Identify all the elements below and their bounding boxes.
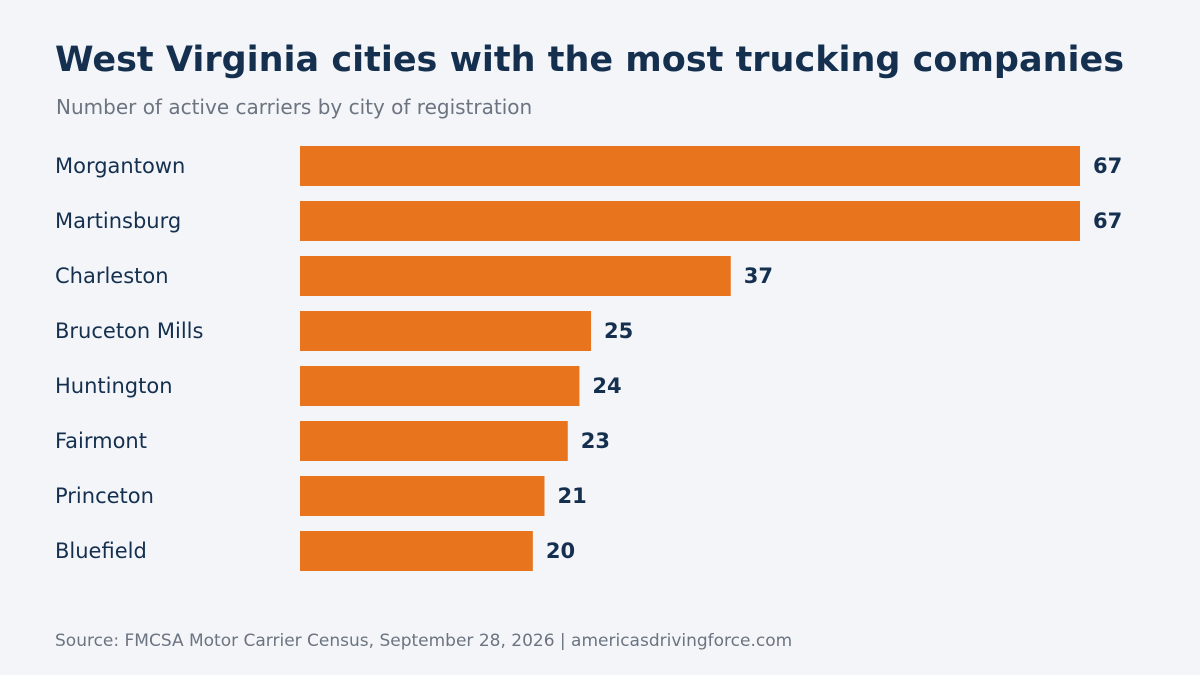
- value-label: 23: [581, 429, 610, 453]
- chart-subtitle: Number of active carriers by city of reg…: [56, 95, 533, 119]
- bar: [300, 146, 1080, 186]
- bar: [300, 531, 533, 571]
- bar: [300, 201, 1080, 241]
- category-label: Martinsburg: [55, 209, 181, 233]
- category-label: Princeton: [55, 484, 154, 508]
- value-label: 21: [557, 484, 586, 508]
- bar: [300, 311, 592, 351]
- value-label: 24: [592, 374, 621, 398]
- category-label: Bruceton Mills: [55, 319, 203, 343]
- source-note: Source: FMCSA Motor Carrier Census, Sept…: [55, 631, 793, 651]
- bar: [300, 256, 731, 296]
- bar: [300, 421, 568, 461]
- category-label: Huntington: [55, 374, 173, 398]
- value-label: 37: [744, 264, 773, 288]
- bar: [300, 476, 545, 516]
- value-label: 67: [1093, 209, 1122, 233]
- value-label: 20: [546, 539, 575, 563]
- value-label: 25: [604, 319, 633, 343]
- bar-chart: Morgantown 67 Martinsburg 67 Charleston 37 Bru…: [55, 146, 1122, 571]
- value-label: 67: [1093, 154, 1122, 178]
- category-label: Morgantown: [55, 154, 185, 178]
- bar: [300, 366, 580, 406]
- chart-title: West Virginia cities with the most truck…: [55, 40, 1125, 80]
- category-label: Fairmont: [55, 429, 147, 453]
- category-label: Charleston: [55, 264, 169, 288]
- category-label: Bluefield: [55, 539, 147, 563]
